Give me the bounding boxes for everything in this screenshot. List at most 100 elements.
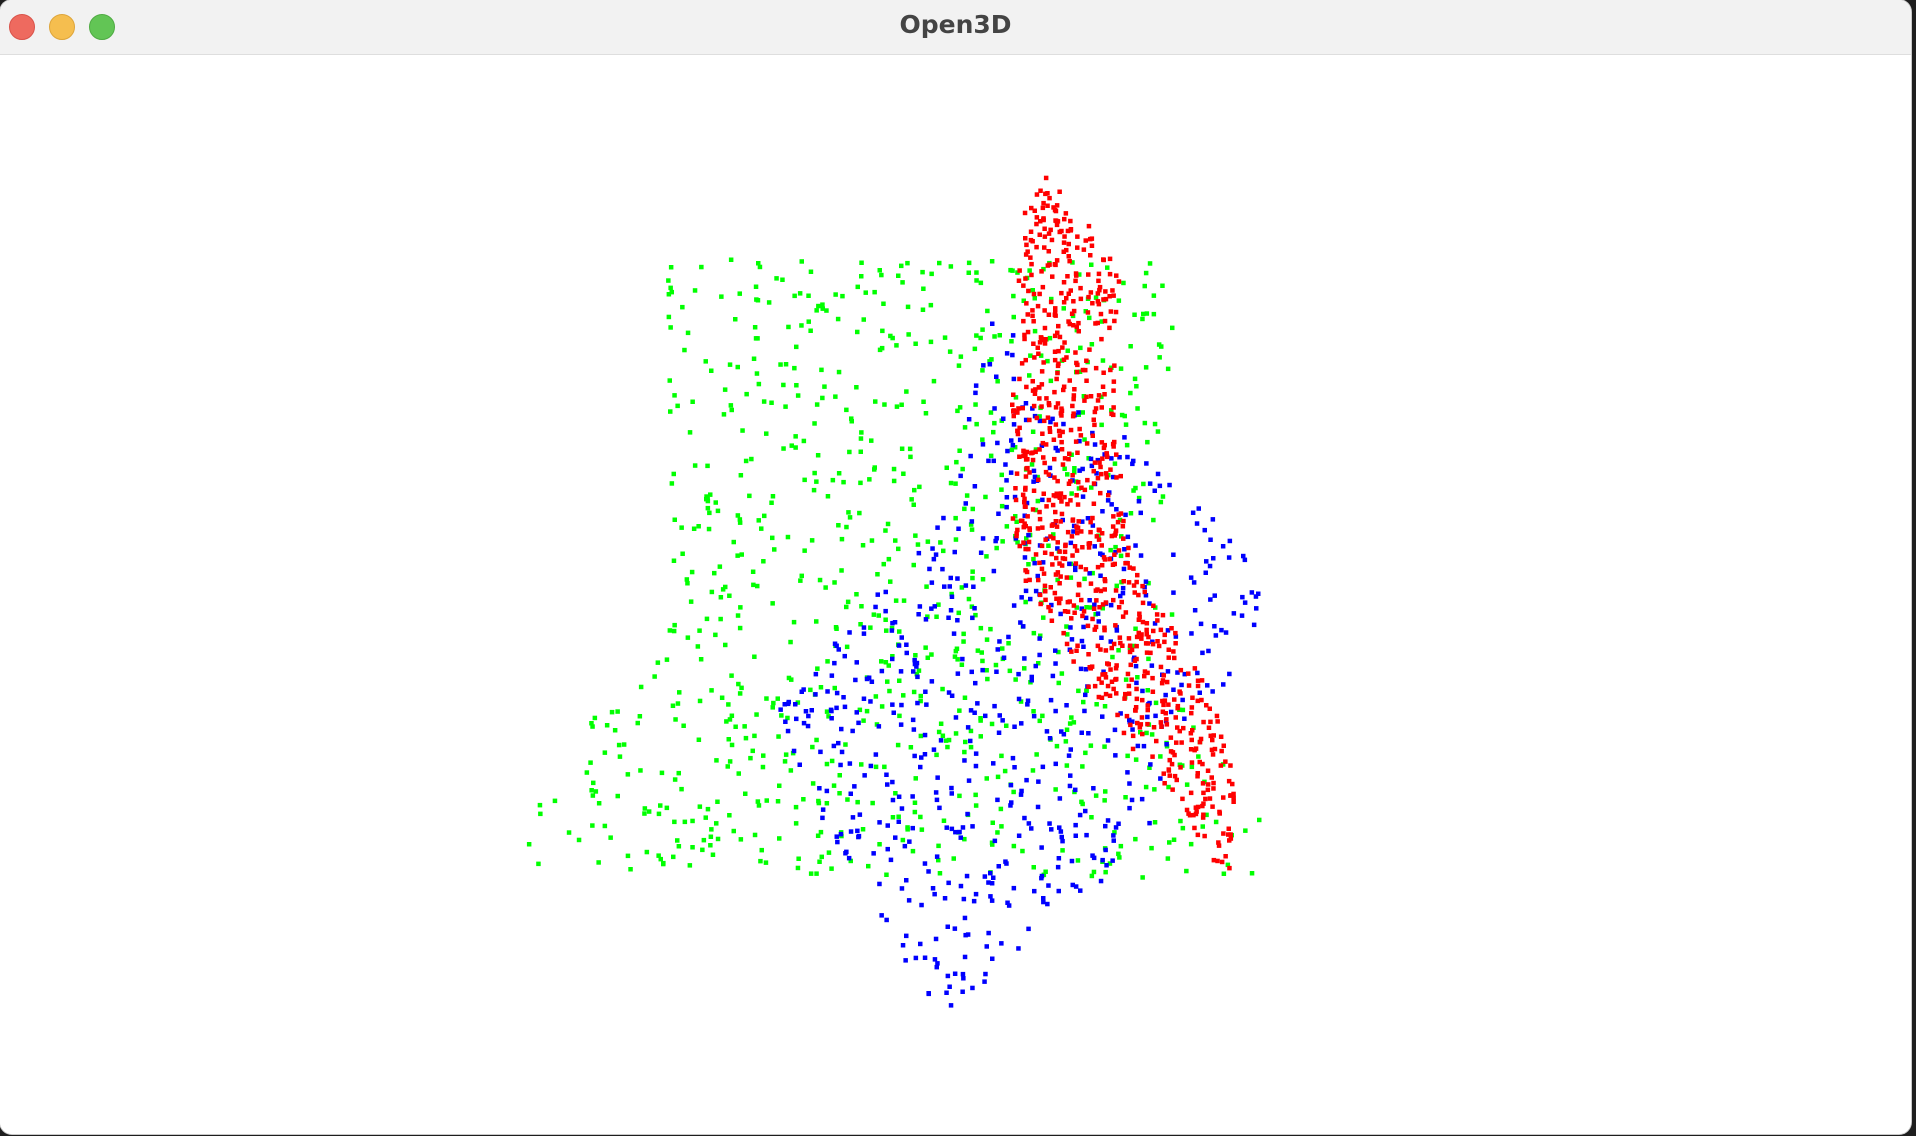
green-points-point [961, 639, 966, 644]
green-points-point [847, 449, 852, 455]
blue-points-point [1090, 853, 1095, 858]
blue-points-point [1026, 926, 1031, 932]
red-points-point [1047, 429, 1053, 434]
blue-points-point [824, 788, 830, 794]
green-points-point [995, 830, 1000, 835]
red-points-point [1030, 308, 1035, 313]
green-points-point [699, 264, 704, 270]
green-points-point [1089, 815, 1094, 820]
green-points-point [824, 308, 829, 313]
red-points-point [1208, 733, 1213, 739]
3d-viewport[interactable] [0, 55, 1911, 1134]
red-points-point [1057, 334, 1063, 340]
blue-points-point [1134, 680, 1139, 686]
point-cloud-canvas[interactable] [0, 55, 1911, 1134]
blue-points-point [922, 732, 928, 738]
red-points-point [1096, 271, 1102, 277]
red-points-point [1055, 540, 1060, 545]
blue-points-point [1202, 527, 1207, 533]
red-points-point [1082, 487, 1088, 493]
close-button[interactable] [9, 14, 35, 40]
green-points-point [825, 659, 830, 664]
blue-points-point [994, 669, 999, 674]
blue-points-point [809, 708, 814, 713]
green-points-point [1112, 830, 1117, 835]
green-points-point [1143, 784, 1149, 790]
blue-points-point [915, 674, 920, 680]
red-points-point [1075, 362, 1080, 368]
green-points-point [759, 526, 764, 531]
green-points-point [729, 673, 734, 678]
red-points-point [1221, 831, 1226, 836]
blue-points-point [1068, 747, 1073, 752]
green-points-point [1118, 843, 1124, 849]
green-points-point [576, 837, 582, 843]
green-points-point [749, 456, 754, 462]
blue-points-point [949, 693, 955, 698]
green-points-point [617, 754, 623, 759]
blue-points-point [986, 880, 991, 885]
blue-points-point [961, 976, 966, 981]
red-points-point [1158, 664, 1164, 670]
blue-points-point [1010, 333, 1016, 338]
blue-points-point [1221, 682, 1226, 687]
green-points-point [733, 724, 738, 729]
green-points-point [738, 837, 744, 842]
red-points-point [1065, 501, 1070, 507]
green-points-point [1002, 768, 1008, 774]
red-points-point [1054, 258, 1060, 263]
blue-points-point [1112, 727, 1118, 733]
green-points-point [911, 689, 917, 695]
blue-points-point [1180, 697, 1185, 703]
green-points-point [953, 515, 958, 521]
red-points-point [1039, 404, 1044, 409]
blue-points-point [1080, 519, 1085, 524]
green-points-point [888, 333, 893, 339]
blue-points-point [1005, 900, 1010, 905]
blue-points-point [1073, 567, 1078, 573]
blue-points-point [1108, 639, 1113, 644]
red-points-point [1126, 683, 1132, 689]
blue-points-point [970, 985, 975, 991]
red-points-point [1017, 543, 1022, 549]
red-points-point [1073, 350, 1078, 355]
green-points-point [969, 604, 975, 609]
green-points-point [671, 854, 676, 860]
green-points-point [921, 286, 926, 291]
blue-points-point [856, 833, 862, 839]
blue-points-point [992, 406, 997, 411]
red-points-point [1134, 643, 1139, 649]
blue-points-point [993, 538, 998, 544]
red-points-point [1109, 533, 1115, 539]
green-points-point [754, 712, 759, 717]
red-points-point [1180, 796, 1185, 802]
maximize-button[interactable] [89, 14, 115, 40]
red-points-point [1023, 236, 1028, 241]
minimize-button[interactable] [49, 14, 75, 40]
blue-points-point [990, 321, 995, 326]
blue-points-point [1011, 885, 1017, 891]
green-points-point [966, 596, 972, 602]
green-points-point [691, 526, 697, 531]
blue-points-point [1171, 687, 1176, 692]
blue-points-point [1113, 550, 1118, 555]
green-points-point [1072, 466, 1077, 471]
red-points-point [1231, 791, 1236, 797]
green-points-point [1123, 795, 1128, 800]
red-points-point [1080, 545, 1085, 550]
red-points-point [1063, 543, 1068, 549]
red-points-point [1087, 347, 1092, 352]
green-points-point [799, 259, 804, 264]
blue-points-point [947, 584, 952, 589]
blue-points-point [1073, 884, 1079, 889]
title-bar[interactable]: Open3D [0, 0, 1911, 55]
red-points-point [1154, 612, 1160, 617]
green-points-point [992, 334, 997, 339]
red-points-point [1130, 746, 1136, 752]
blue-points-point [963, 501, 968, 506]
green-points-point [786, 324, 791, 330]
green-points-point [820, 302, 825, 307]
red-points-point [1027, 417, 1032, 423]
blue-points-point [1114, 628, 1120, 633]
blue-points-point [1123, 512, 1128, 518]
